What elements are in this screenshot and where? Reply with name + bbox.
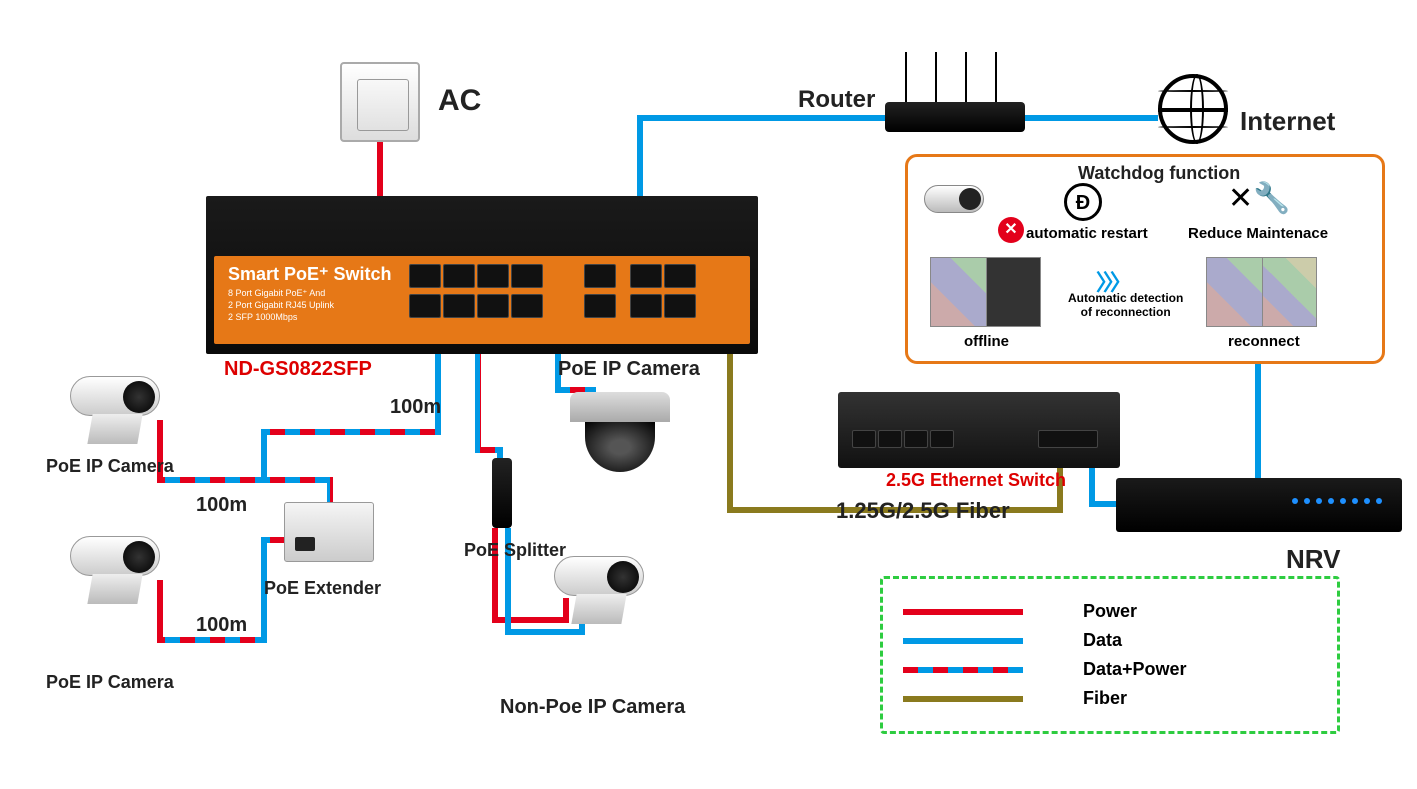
reconnect-thumbnail-2	[1262, 257, 1317, 327]
legend-panel: Power Data Data+Power Fiber	[880, 576, 1340, 734]
watchdog-title: Watchdog function	[1078, 163, 1240, 184]
legend-label-data: Data	[1083, 630, 1122, 651]
reduce-maint-label: Reduce Maintenace	[1188, 225, 1328, 242]
switch-sub1: 8 Port Gigabit PoE⁺ And	[228, 288, 325, 299]
legend-label-fiber: Fiber	[1083, 688, 1127, 709]
watchdog-camera-icon	[924, 185, 984, 213]
legend-label-datapower: Data+Power	[1083, 659, 1187, 680]
wire-data	[640, 118, 885, 196]
ac-label: AC	[438, 84, 481, 118]
poe-splitter	[492, 458, 512, 528]
watchdog-panel: Watchdog function ✕ Đ automatic restart …	[905, 154, 1385, 364]
router-icon	[885, 102, 1025, 132]
distance-label: 100m	[390, 396, 441, 419]
poe-splitter-label: PoE Splitter	[464, 540, 566, 561]
legend-swatch-datapower	[903, 667, 1023, 673]
legend-row-fiber: Fiber	[903, 688, 1317, 709]
non-poe-camera	[554, 556, 644, 624]
switch-title: Smart PoE⁺ Switch	[228, 264, 392, 285]
non-poe-camera-label: Non-Poe IP Camera	[500, 696, 685, 719]
globe-icon	[1158, 74, 1228, 144]
tools-icon: ✕🔧	[1228, 181, 1291, 216]
legend-swatch-power	[903, 609, 1023, 615]
fiber-label: 1.25G/2.5G Fiber	[836, 498, 1010, 524]
poe-camera-bl-label: PoE IP Camera	[46, 672, 174, 693]
offline-x-icon: ✕	[998, 217, 1024, 243]
offline-label: offline	[964, 333, 1009, 350]
distance-label: 100m	[196, 614, 247, 637]
ethernet-switch-2-5g	[838, 392, 1120, 468]
restart-icon: Đ	[1064, 183, 1102, 221]
poe-camera-bottom-left	[70, 536, 160, 604]
ac-outlet-icon	[340, 62, 420, 142]
poe-extender-label: PoE Extender	[264, 578, 381, 599]
switch-model-label: ND-GS0822SFP	[224, 358, 372, 381]
legend-row-data: Data	[903, 630, 1317, 651]
poe-camera-top-left	[70, 376, 160, 444]
small-switch-model-label: 2.5G Ethernet Switch	[886, 470, 1066, 491]
auto-detect-label: Automatic detection of reconnection	[1068, 291, 1183, 319]
nvr-label: NRV	[1286, 544, 1340, 575]
legend-row-power: Power	[903, 601, 1317, 622]
auto-restart-label: automatic restart	[1026, 225, 1148, 242]
dome-camera-label: PoE IP Camera	[558, 358, 700, 381]
legend-swatch-data	[903, 638, 1023, 644]
nvr-device	[1116, 478, 1402, 532]
legend-label-power: Power	[1083, 601, 1137, 622]
legend-row-datapower: Data+Power	[903, 659, 1317, 680]
legend-swatch-fiber	[903, 696, 1023, 702]
reconnect-label: reconnect	[1228, 333, 1300, 350]
poe-extender	[284, 502, 374, 562]
distance-label: 100m	[196, 494, 247, 517]
internet-label: Internet	[1240, 106, 1335, 137]
main-poe-switch: Smart PoE⁺ Switch 8 Port Gigabit PoE⁺ An…	[206, 196, 758, 354]
router-label: Router	[798, 86, 875, 114]
wire-datapower	[478, 354, 500, 460]
switch-sub3: 2 SFP 1000Mbps	[228, 312, 297, 322]
wire-datapower	[264, 480, 330, 502]
switch-sub2: 2 Port Gigabit RJ45 Uplink	[228, 300, 334, 310]
poe-camera-tl-label: PoE IP Camera	[46, 456, 174, 477]
offline-thumbnail-2	[986, 257, 1041, 327]
dome-camera	[570, 392, 670, 462]
